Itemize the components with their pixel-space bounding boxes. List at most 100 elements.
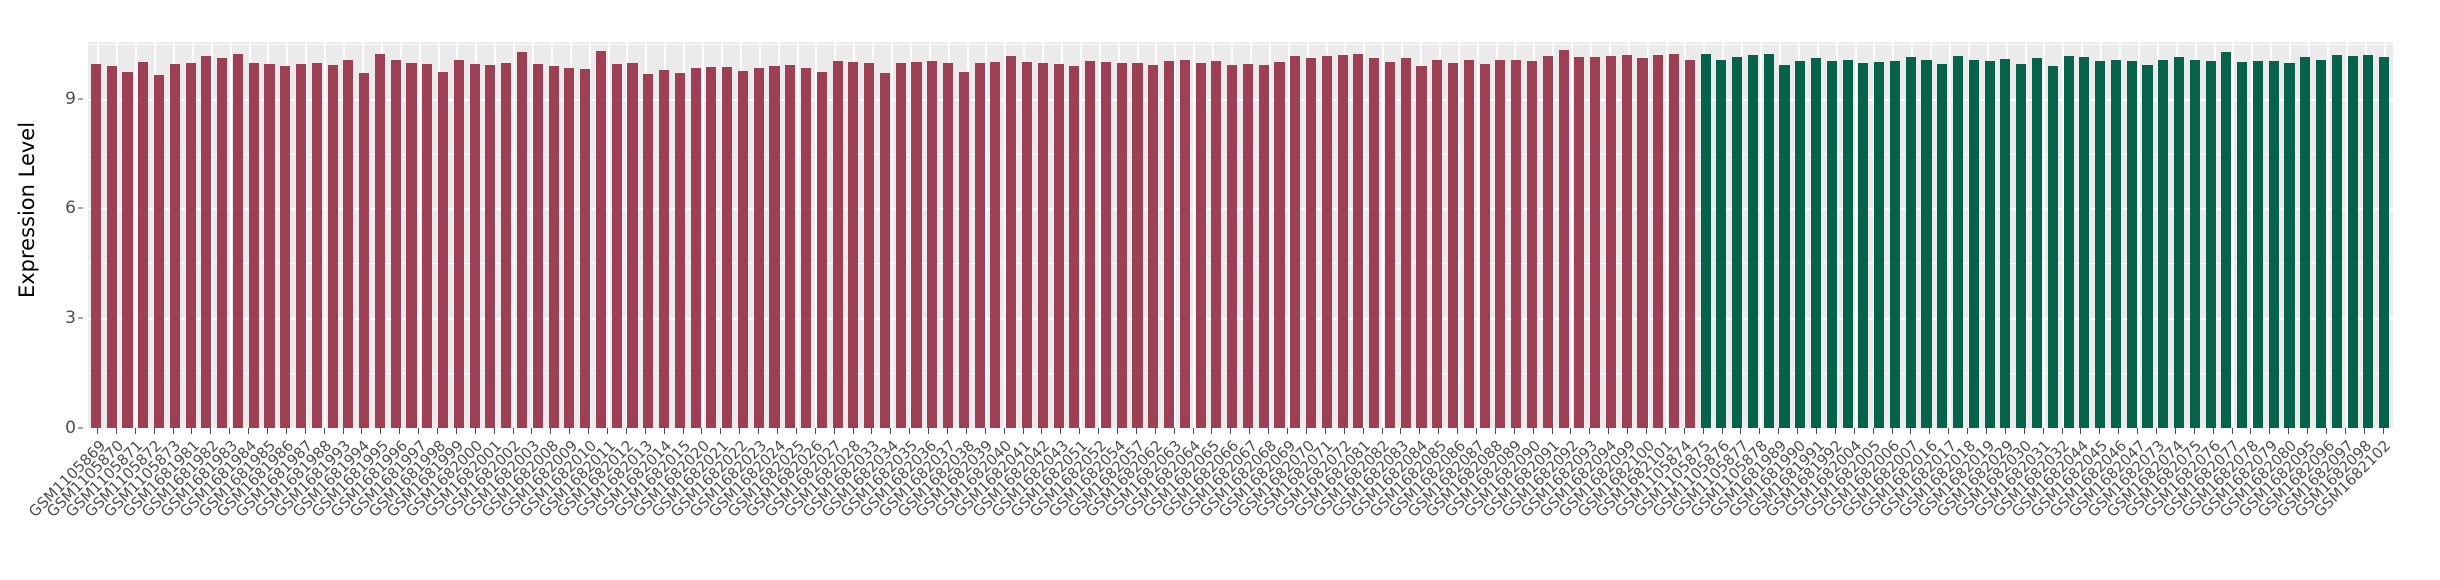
bar-slot	[2329, 42, 2345, 428]
bar-slot	[830, 42, 846, 428]
bar	[1069, 65, 1080, 428]
x-axis-tick-mark	[758, 428, 760, 434]
x-axis-tick-slot	[1014, 428, 1033, 434]
vertical-gridline	[229, 42, 232, 428]
x-axis-tick-mark	[1891, 428, 1893, 434]
x-axis-tick-labels: GSM1105869 GSM1105870 GSM1105871 GSM1105872…	[25, 436, 2395, 580]
bar	[1021, 62, 1033, 428]
gridline	[88, 428, 2393, 430]
bar-slot	[1351, 42, 1367, 428]
bar-slot	[214, 42, 230, 428]
y-axis-tick-label: 9	[65, 89, 83, 109]
bar-slot	[561, 42, 577, 428]
x-axis-tick-slot	[1769, 428, 1788, 434]
x-axis-tick-mark	[248, 428, 250, 434]
bar-slot	[1713, 42, 1729, 428]
bar-slot	[1114, 42, 1130, 428]
bar-slot	[530, 42, 546, 428]
vertical-gridline	[1476, 42, 1479, 428]
x-axis-tick-mark	[1570, 428, 1572, 434]
x-axis-tick-mark	[1230, 428, 1232, 434]
x-axis-tick-slot	[2336, 428, 2355, 434]
x-axis-tick-slot	[2204, 428, 2223, 434]
x-axis-tick-mark	[323, 428, 325, 434]
x-axis-tick-mark	[871, 428, 873, 434]
bar-slot	[1998, 42, 2014, 428]
x-axis-tick-slot	[1939, 428, 1958, 434]
vertical-gridline	[1646, 42, 1649, 428]
bar	[516, 51, 528, 428]
vertical-gridline	[815, 42, 818, 428]
vertical-gridline	[1760, 42, 1763, 428]
bar-slot	[1319, 42, 1335, 428]
bar	[90, 63, 101, 428]
bar	[532, 63, 543, 428]
x-axis-tick-slot	[1240, 428, 1259, 434]
x-axis-tick-slot	[1127, 428, 1146, 434]
x-axis-tick-slot	[1448, 428, 1467, 434]
bar	[2331, 55, 2342, 428]
vertical-gridline	[1174, 42, 1177, 428]
gridline	[88, 263, 2393, 265]
plot-panel	[88, 42, 2393, 430]
x-axis-tick-mark	[814, 428, 816, 434]
x-axis-tick-mark	[777, 428, 778, 434]
bar	[785, 65, 796, 428]
bar-slot	[1003, 42, 1019, 428]
x-axis-tick-mark	[1589, 428, 1591, 434]
bar-slot	[546, 42, 562, 428]
bar	[1085, 61, 1096, 428]
x-axis-tick-mark	[1457, 428, 1459, 434]
x-axis-tick-slot	[1599, 428, 1618, 434]
bar-slot	[372, 42, 388, 428]
bar	[1574, 56, 1585, 428]
bar-slot	[893, 42, 909, 428]
x-axis-tick-mark	[1117, 428, 1119, 434]
bar-slot	[2234, 42, 2250, 428]
bar	[1889, 61, 1900, 428]
bar	[1479, 63, 1490, 428]
x-axis-tick-mark	[2023, 428, 2025, 434]
bar	[2016, 64, 2027, 428]
bar-slot	[1524, 42, 1540, 428]
x-axis-tick-slot	[881, 428, 900, 434]
x-axis-tick-mark	[1853, 428, 1855, 434]
bar	[1463, 59, 1474, 428]
bar-slot	[1366, 42, 1382, 428]
bar-slot	[1382, 42, 1398, 428]
bar	[801, 67, 812, 428]
bar	[911, 62, 922, 428]
vertical-gridline	[890, 42, 893, 428]
x-axis-tick-mark	[1060, 428, 1062, 434]
x-axis-tick-slot	[2260, 428, 2279, 434]
bar-slot	[2297, 42, 2313, 428]
bar-slot	[1193, 42, 1209, 428]
vertical-gridline	[1268, 42, 1271, 428]
x-axis-tick-mark	[1513, 428, 1515, 434]
bar	[1116, 62, 1127, 428]
x-axis-tick-mark	[2156, 428, 2158, 434]
bar-slot	[1240, 42, 1256, 428]
x-axis-tick-mark	[588, 428, 590, 434]
bar-slot	[1161, 42, 1177, 428]
x-axis-tick-mark	[1211, 428, 1213, 434]
x-axis-tick-slot	[201, 428, 220, 434]
bar	[658, 70, 670, 428]
bar-slot	[1177, 42, 1193, 428]
bar-slot	[1398, 42, 1414, 428]
x-axis-tick-slot	[1713, 428, 1732, 434]
bar	[217, 57, 228, 428]
bar-slot	[2045, 42, 2061, 428]
x-axis-tick-mark	[172, 428, 174, 434]
bar	[1416, 66, 1427, 428]
x-axis-tick-mark	[2193, 428, 2195, 434]
vertical-gridline	[1665, 42, 1668, 428]
x-axis-tick-mark	[2288, 428, 2290, 434]
bar	[753, 67, 764, 428]
x-axis-tick-mark	[795, 428, 797, 434]
bar	[1400, 58, 1411, 428]
bar-slot	[1934, 42, 1950, 428]
bar-slot	[672, 42, 688, 428]
bar-slot	[1982, 42, 1998, 428]
bar	[374, 54, 385, 428]
